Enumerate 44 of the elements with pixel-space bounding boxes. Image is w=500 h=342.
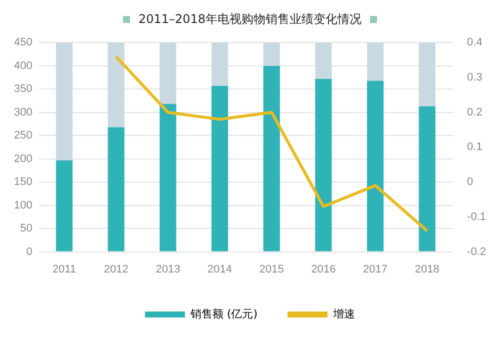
y2-tick-label: 0 bbox=[467, 176, 474, 188]
y2-tick-label: -0.2 bbox=[467, 246, 486, 258]
y-tick-label: 200 bbox=[14, 152, 32, 165]
y2-tick-label: 0.1 bbox=[467, 141, 482, 154]
y-tick-label: 350 bbox=[14, 83, 32, 96]
x-tick-label: 2011 bbox=[52, 263, 76, 276]
y-tick-label: 400 bbox=[14, 60, 32, 72]
y-tick-label: 0 bbox=[26, 246, 32, 258]
x-tick-label: 2016 bbox=[311, 263, 336, 276]
x-tick-label: 2015 bbox=[259, 263, 284, 276]
y2-tick-label: 0.2 bbox=[467, 106, 482, 118]
bar bbox=[315, 78, 332, 252]
x-tick-label: 2013 bbox=[156, 263, 180, 276]
bar bbox=[56, 42, 73, 160]
bar bbox=[315, 42, 332, 79]
bar bbox=[211, 86, 228, 252]
y-tick-label: 50 bbox=[20, 222, 32, 235]
x-tick-label: 2018 bbox=[414, 263, 440, 276]
bar bbox=[160, 42, 176, 104]
bar bbox=[56, 160, 73, 252]
y-tick-label: 250 bbox=[14, 130, 32, 142]
bar bbox=[263, 42, 280, 66]
bar bbox=[366, 42, 384, 81]
y-tick-label: 300 bbox=[14, 106, 32, 118]
bar bbox=[418, 42, 436, 106]
legend-label: 销售额 (亿元) bbox=[189, 307, 258, 320]
y2-tick-label: -0.1 bbox=[467, 210, 486, 223]
bar bbox=[108, 42, 124, 128]
bar bbox=[211, 42, 228, 86]
bar bbox=[418, 106, 436, 252]
x-tick-label: 2014 bbox=[208, 263, 232, 276]
bar bbox=[108, 127, 124, 252]
y-tick-label: 150 bbox=[14, 176, 32, 188]
y2-tick-label: 0.4 bbox=[467, 36, 482, 49]
bar bbox=[366, 80, 384, 252]
x-tick-label: 2012 bbox=[104, 263, 128, 276]
x-tick-label: 2017 bbox=[363, 263, 388, 276]
bar bbox=[160, 104, 176, 252]
bar bbox=[263, 66, 280, 252]
y-tick-label: 450 bbox=[14, 36, 32, 49]
chart-title: 2011–2018年电视购物销售业绩变化情况 bbox=[138, 12, 362, 26]
y-tick-label: 100 bbox=[14, 199, 32, 212]
y2-tick-label: 0.3 bbox=[467, 72, 482, 84]
legend-label: 增速 bbox=[332, 307, 356, 320]
